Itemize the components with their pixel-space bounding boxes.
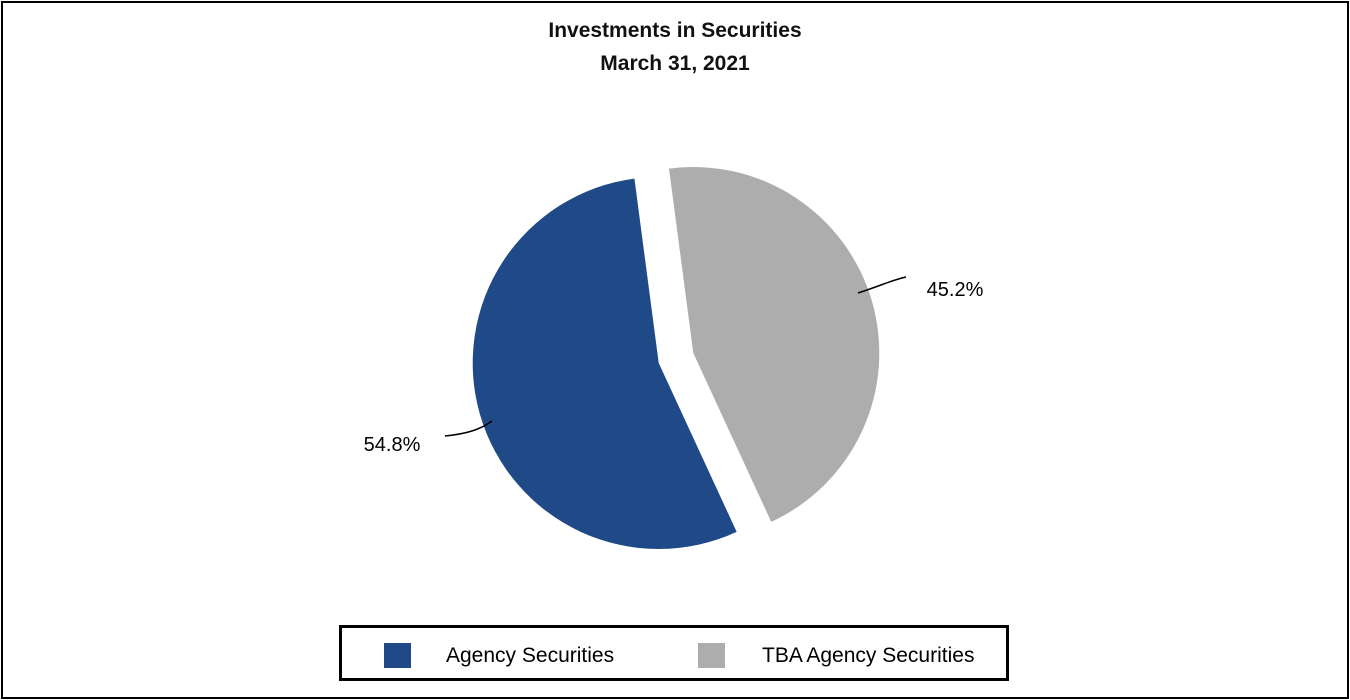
chart-subtitle: March 31, 2021 xyxy=(600,52,750,75)
data-label-agency-securities: 54.8% xyxy=(364,434,421,456)
legend-swatch-agency-securities xyxy=(384,643,411,668)
legend: Agency Securities TBA Agency Securities xyxy=(339,625,1009,681)
data-label-tba-agency-securities: 45.2% xyxy=(927,279,984,301)
legend-swatch-tba-agency-securities xyxy=(698,643,725,668)
legend-label-agency-securities: Agency Securities xyxy=(446,644,615,667)
chart-title: Investments in Securities xyxy=(548,19,802,42)
legend-label-tba-agency-securities: TBA Agency Securities xyxy=(762,644,975,667)
leader-line-agency-securities xyxy=(444,420,493,437)
pie-slice-agency-securities xyxy=(472,178,737,550)
pie-slice-tba-agency-securities xyxy=(669,166,880,522)
leader-line-tba-agency-securities xyxy=(857,276,907,294)
